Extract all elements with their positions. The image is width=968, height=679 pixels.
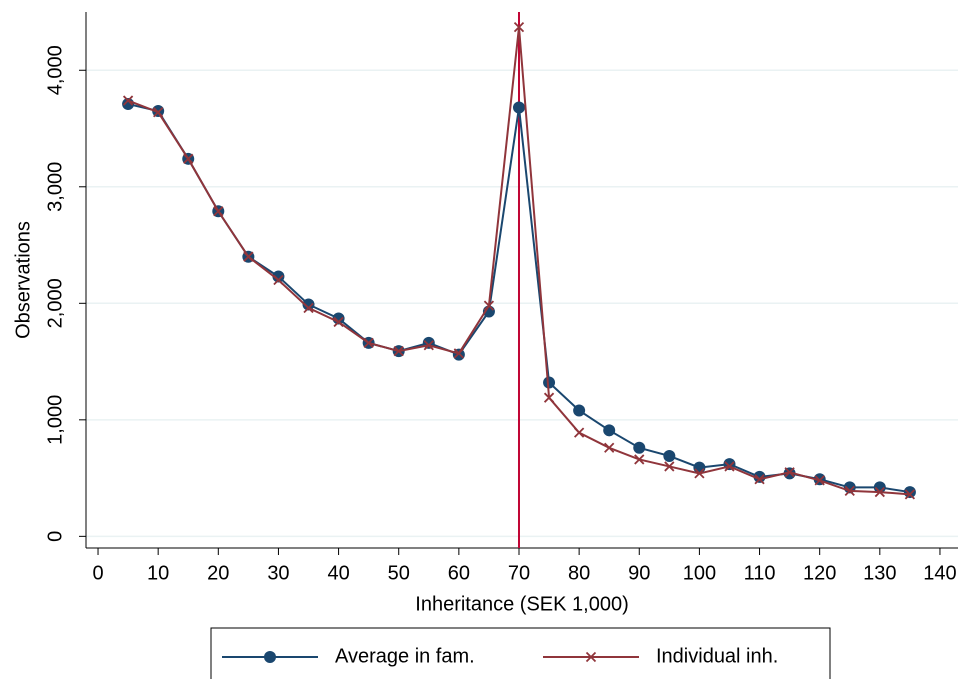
y-axis-label: Observations xyxy=(12,221,34,339)
y-tick-label: 0 xyxy=(44,531,66,542)
y-tick-label: 3,000 xyxy=(44,162,66,212)
data-point xyxy=(302,298,315,311)
y-tick-label: 2,000 xyxy=(44,278,66,328)
x-tick-label: 100 xyxy=(683,562,716,584)
x-tick-label: 20 xyxy=(207,562,229,584)
data-point xyxy=(694,468,705,479)
x-tick-label: 50 xyxy=(388,562,410,584)
data-point xyxy=(754,474,765,485)
data-point xyxy=(664,461,675,472)
data-point xyxy=(543,376,556,389)
data-point xyxy=(272,270,285,283)
data-point xyxy=(423,340,434,351)
legend-label: Average in fam. xyxy=(335,645,475,667)
legend-box xyxy=(210,627,831,679)
legend-marker xyxy=(585,651,597,663)
x-tick-label: 80 xyxy=(568,562,590,584)
data-point xyxy=(873,481,886,494)
data-point xyxy=(153,107,164,118)
x-tick-label: 110 xyxy=(744,562,776,584)
data-point xyxy=(122,95,134,106)
y-tick-label: 4,000 xyxy=(44,45,66,95)
data-point xyxy=(814,475,825,486)
x-tick-label: 120 xyxy=(803,562,836,584)
data-point xyxy=(273,274,284,286)
data-point xyxy=(753,470,766,483)
data-point xyxy=(663,449,676,462)
x-tick-label: 30 xyxy=(267,562,289,584)
data-point xyxy=(543,392,555,403)
x-tick-label: 140 xyxy=(923,562,956,584)
legend-label: Individual inh. xyxy=(656,645,778,667)
data-point xyxy=(333,316,344,328)
data-point xyxy=(903,486,916,499)
data-point xyxy=(604,442,615,453)
x-tick-label: 60 xyxy=(448,562,470,584)
x-tick-label: 40 xyxy=(327,562,349,584)
y-tick-label: 1,000 xyxy=(44,395,66,445)
data-point xyxy=(512,101,525,114)
data-point xyxy=(603,424,616,437)
data-point xyxy=(393,345,404,357)
data-point xyxy=(183,153,194,164)
data-point xyxy=(784,467,795,478)
data-point xyxy=(363,337,374,349)
x-tick-label: 70 xyxy=(508,562,530,584)
data-point xyxy=(904,489,916,500)
data-point xyxy=(453,348,464,359)
data-point xyxy=(243,251,254,262)
data-point xyxy=(633,441,646,454)
data-point xyxy=(513,22,525,33)
x-axis-label: Inheritance (SEK 1,000) xyxy=(415,593,628,615)
data-point xyxy=(483,300,495,311)
data-point xyxy=(303,302,314,314)
data-point xyxy=(874,486,885,498)
x-tick-label: 0 xyxy=(92,562,103,584)
x-tick-label: 130 xyxy=(863,562,896,584)
data-point xyxy=(573,404,586,417)
x-tick-label: 90 xyxy=(628,562,650,584)
data-point xyxy=(844,485,855,497)
data-point xyxy=(724,461,735,472)
data-point xyxy=(634,454,645,465)
legend-marker xyxy=(264,651,276,663)
x-tick-label: 10 xyxy=(147,562,169,584)
data-point xyxy=(573,427,585,438)
data-point xyxy=(213,206,224,217)
